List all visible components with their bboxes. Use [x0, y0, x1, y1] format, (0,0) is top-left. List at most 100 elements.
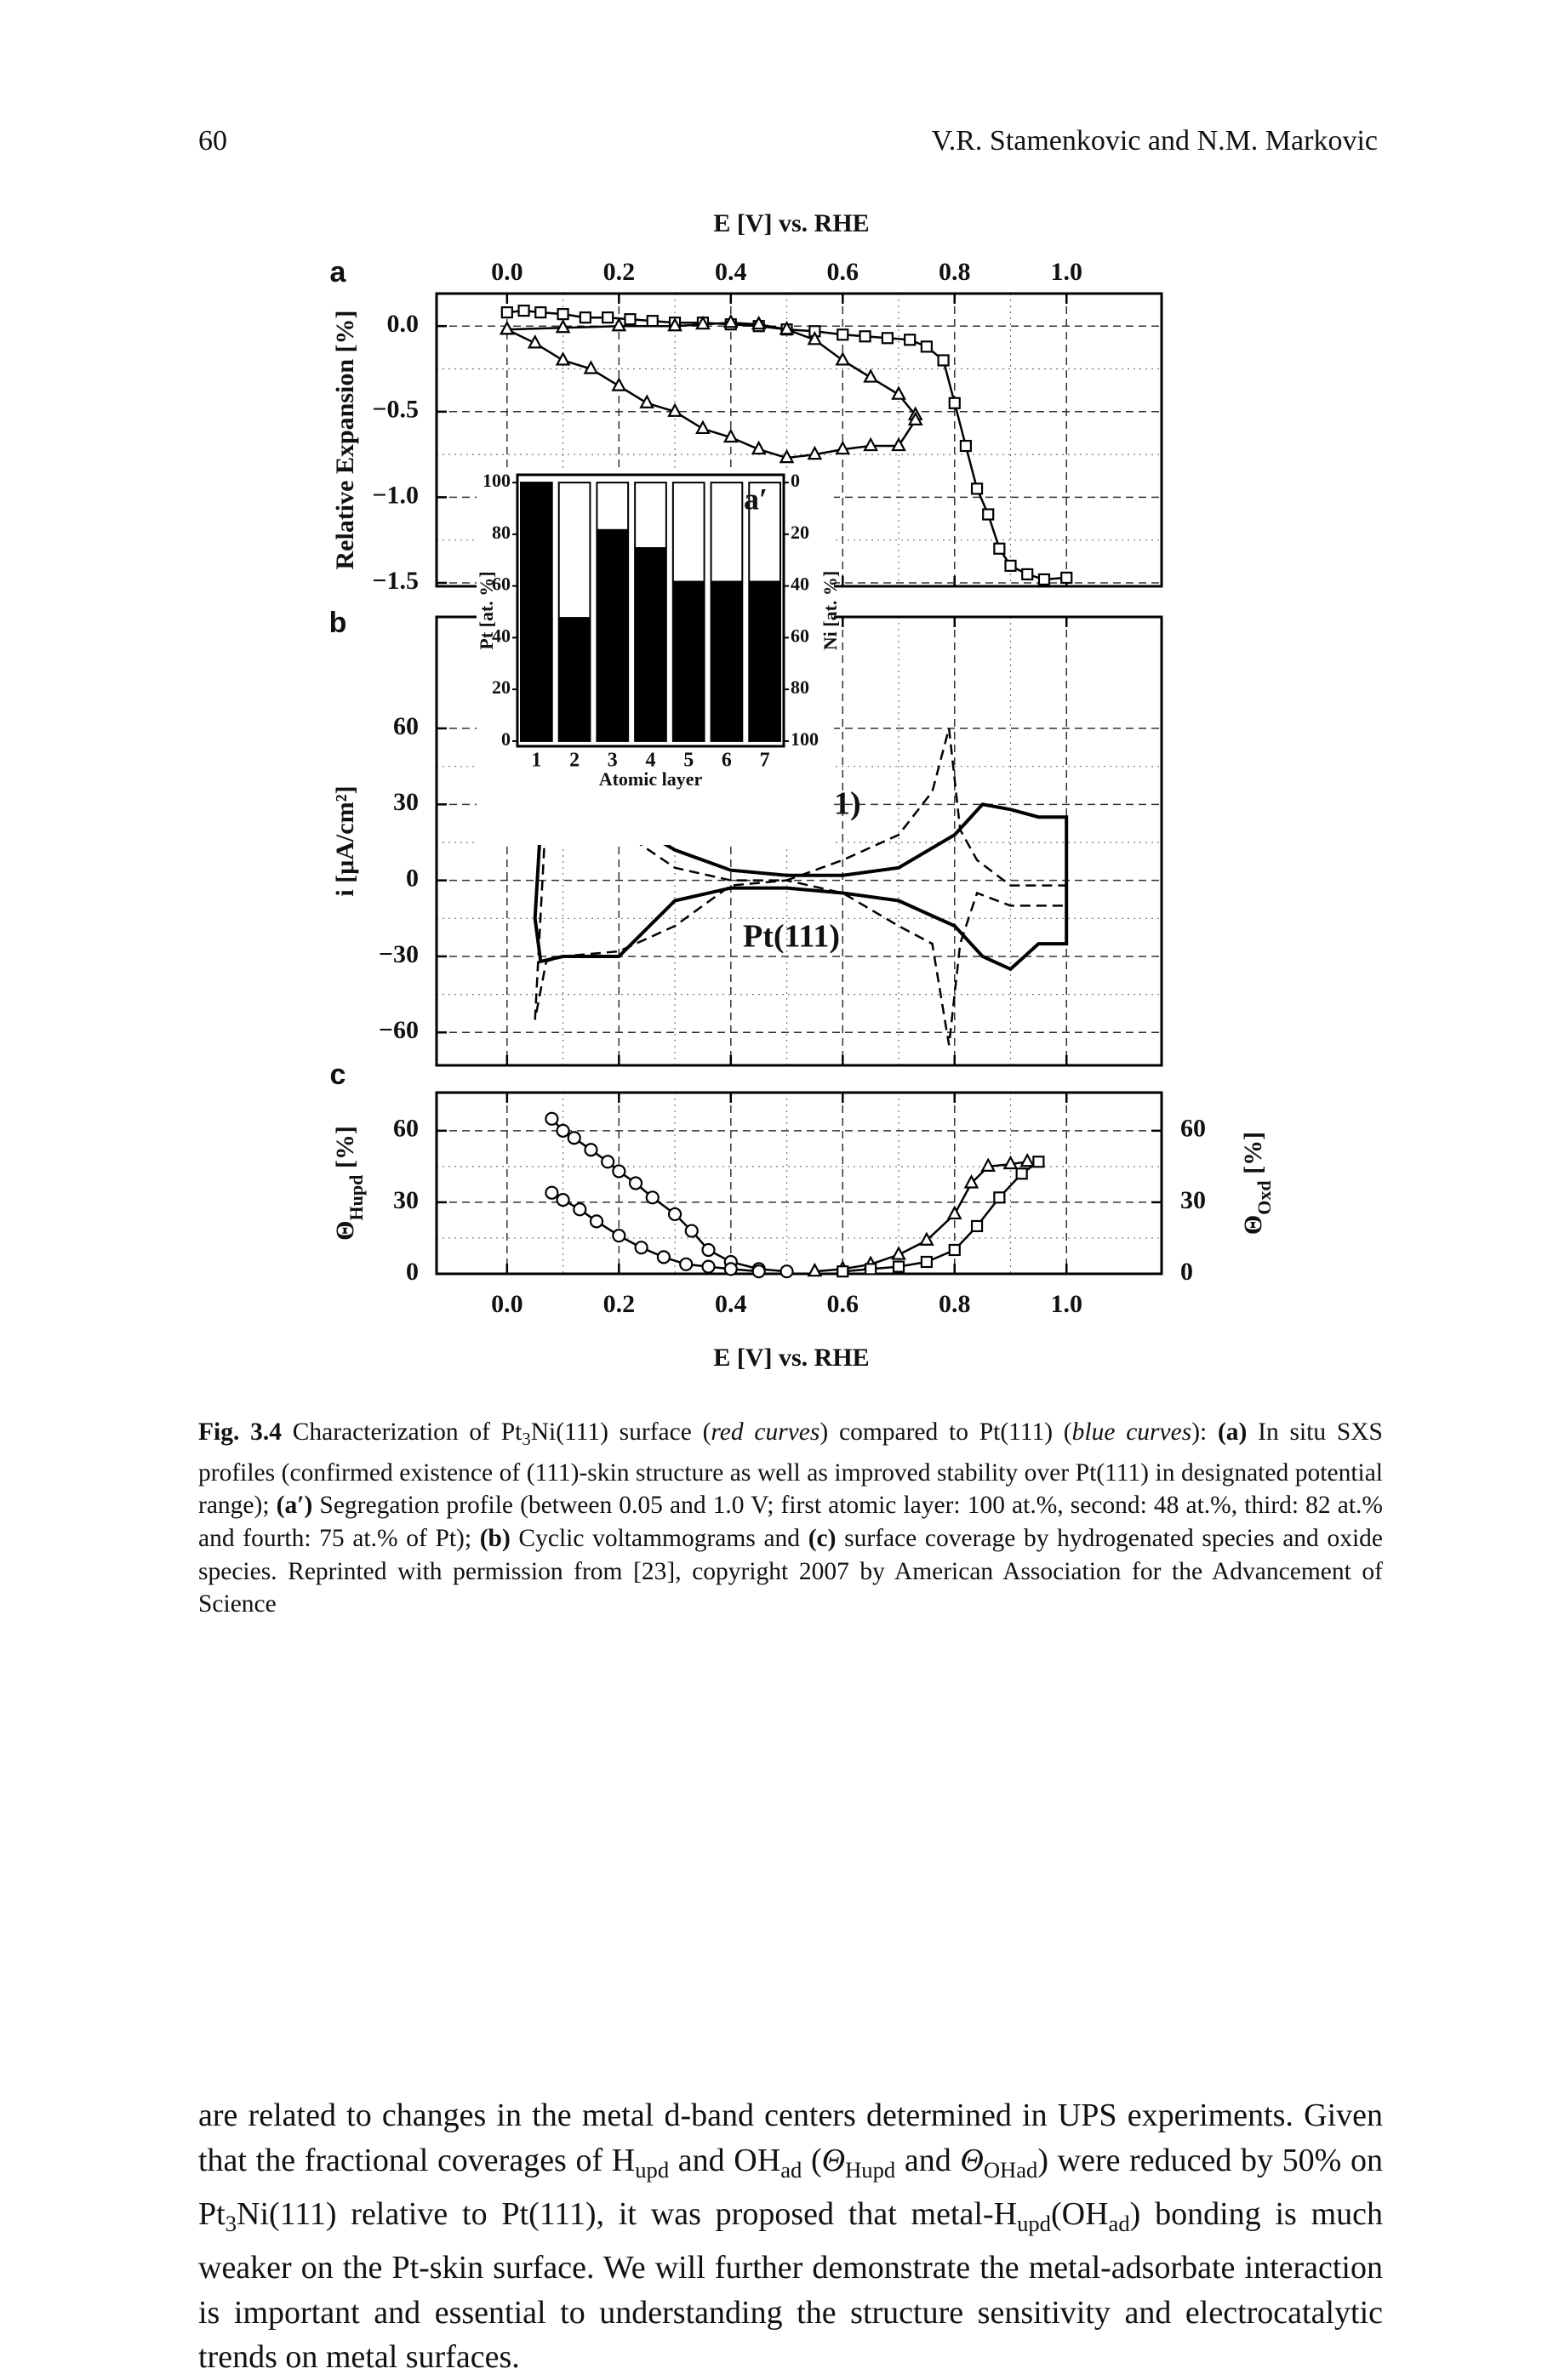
inset-y2-title: Ni [at. %]: [819, 571, 841, 650]
data-marker: [837, 1265, 849, 1278]
data-marker: [751, 440, 767, 455]
y-tick-label: −60: [379, 1016, 419, 1044]
data-marker: [881, 332, 894, 345]
y-tick-label: 0.0: [387, 310, 420, 338]
data-marker: [1021, 568, 1034, 581]
y2-tick-label: 40: [791, 574, 809, 595]
data-marker: [993, 1191, 1006, 1204]
data-marker: [920, 340, 933, 353]
text-run: 3: [225, 2210, 237, 2236]
data-marker: [701, 1242, 716, 1258]
data-marker: [723, 1262, 738, 1276]
y-tick-label: 60: [492, 574, 511, 595]
data-marker: [993, 542, 1006, 555]
y-tick-label: −1.5: [372, 567, 419, 595]
y-axis-title-text: Relative Expansion [%]: [331, 310, 359, 569]
y-tick-label: −0.5: [372, 396, 419, 424]
y-tick-label: 60: [393, 712, 419, 740]
data-marker: [634, 1241, 648, 1255]
data-marker: [1002, 1155, 1019, 1170]
x-tick-label: 4: [646, 750, 656, 772]
x-tick-label: 0.4: [715, 1290, 747, 1318]
text-run: Cyclic voltammograms and: [510, 1524, 808, 1552]
data-marker: [920, 1255, 933, 1269]
data-marker: [1060, 571, 1073, 585]
data-marker: [556, 1193, 570, 1207]
bar: [672, 580, 705, 741]
y-tick-label: 0: [406, 865, 419, 893]
data-marker: [863, 368, 878, 383]
data-marker: [646, 315, 659, 328]
data-marker: [645, 1190, 660, 1205]
bar: [597, 528, 629, 741]
data-marker: [1032, 1156, 1045, 1168]
y2-tick-label: 0: [791, 470, 800, 491]
data-marker: [573, 1202, 587, 1217]
data-marker: [982, 508, 995, 521]
inset-x-title: Atomic layer: [599, 768, 703, 790]
data-marker: [937, 354, 950, 367]
y2-axis-title: ΘOxd [%]: [1239, 1132, 1275, 1235]
x-tick-label: 0.2: [603, 1290, 636, 1318]
y-axis-title-text: i [μA/cm²]: [331, 785, 359, 896]
label-part: i [μA/cm²]: [331, 785, 359, 896]
x-tick-label: 1.0: [1050, 258, 1082, 286]
body-text: are related to changes in the metal d-ba…: [198, 2093, 1383, 2380]
x-tick-label: 1: [531, 750, 541, 772]
data-marker: [527, 334, 543, 349]
text-run: upd: [635, 2156, 670, 2183]
data-marker: [1015, 1167, 1028, 1180]
data-marker: [891, 385, 906, 400]
label-part: Hupd: [345, 1175, 367, 1221]
y-axis-title: i [μA/cm²]: [331, 785, 359, 896]
data-marker: [567, 1131, 581, 1145]
y-tick-label: −30: [379, 940, 419, 968]
y-tick-label: 30: [393, 1186, 419, 1214]
data-marker: [1037, 573, 1051, 586]
text-run: Segregation profile (between 0.05 and 1.…: [198, 1492, 1384, 1552]
bar: [558, 617, 591, 741]
text-run: (c): [808, 1524, 837, 1552]
data-marker: [695, 315, 711, 330]
data-marker: [904, 334, 917, 346]
text-run: ):: [1191, 1418, 1218, 1446]
y2-tick-label: 20: [791, 522, 809, 543]
panel-letter: a: [330, 256, 347, 288]
data-marker: [602, 311, 614, 324]
text-run: Fig. 3.4: [198, 1418, 282, 1446]
inset-label: a′: [744, 482, 768, 516]
data-marker: [948, 397, 961, 409]
data-marker: [667, 1207, 682, 1222]
x-tick-label: 0.0: [491, 1290, 523, 1318]
label-part: Relative Expansion [%]: [331, 310, 359, 569]
data-marker: [859, 330, 871, 343]
data-marker: [837, 328, 849, 341]
data-marker: [807, 445, 823, 460]
y2-axis-title-text: ΘOxd [%]: [1239, 1132, 1275, 1235]
panel-letter: c: [330, 1059, 346, 1091]
y-tick-label: 30: [393, 788, 419, 816]
running-head: V.R. Stamenkovic and N.M. Markovic: [932, 125, 1378, 157]
x-tick-label: 5: [683, 750, 694, 772]
data-marker: [557, 308, 569, 321]
data-marker: [545, 1185, 559, 1200]
series-line: [842, 1161, 1040, 1273]
data-marker: [695, 419, 711, 435]
data-marker: [656, 1250, 671, 1264]
label-part: Θ: [331, 1220, 359, 1240]
data-marker: [684, 1224, 699, 1238]
label-part: [%]: [331, 1126, 359, 1174]
data-marker: [499, 320, 515, 335]
text-run: (b): [479, 1524, 511, 1552]
data-marker: [1019, 1152, 1036, 1167]
label-part: [%]: [1239, 1132, 1267, 1180]
y-axis-title: ΘHupd [%]: [331, 1126, 367, 1241]
label-part: Θ: [1239, 1215, 1267, 1235]
data-marker: [612, 1164, 626, 1179]
y-axis-title-text: ΘHupd [%]: [331, 1126, 367, 1241]
y2-tick-label: 30: [1180, 1186, 1206, 1214]
data-marker: [970, 482, 984, 495]
text-run: 3: [522, 1430, 531, 1450]
y-tick-label: 80: [492, 522, 511, 543]
